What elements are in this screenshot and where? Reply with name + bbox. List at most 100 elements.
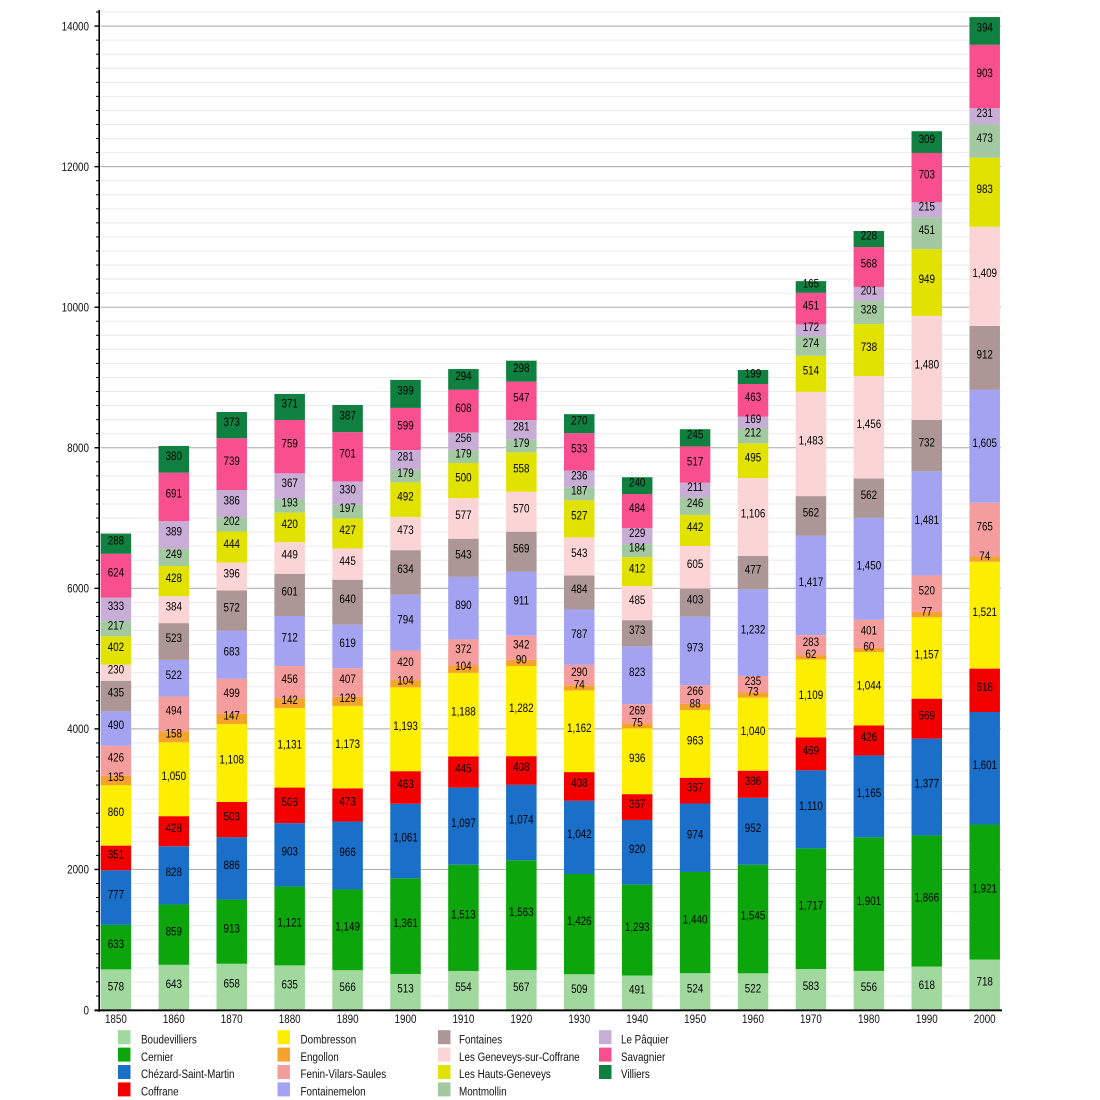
svg-text:738: 738 [861, 341, 877, 354]
svg-text:619: 619 [339, 637, 355, 650]
svg-text:556: 556 [861, 981, 877, 994]
svg-text:903: 903 [281, 846, 297, 859]
svg-text:605: 605 [687, 558, 703, 571]
svg-text:142: 142 [281, 694, 297, 707]
svg-text:1,188: 1,188 [451, 705, 476, 718]
svg-text:179: 179 [513, 437, 529, 450]
svg-text:477: 477 [745, 563, 761, 576]
svg-text:634: 634 [397, 563, 413, 576]
svg-text:1940: 1940 [626, 1013, 648, 1026]
svg-text:403: 403 [687, 593, 703, 606]
svg-text:402: 402 [108, 641, 124, 654]
svg-text:1920: 1920 [510, 1013, 532, 1026]
svg-text:1,050: 1,050 [161, 770, 186, 783]
svg-text:983: 983 [976, 183, 992, 196]
svg-text:524: 524 [687, 982, 703, 995]
svg-text:859: 859 [166, 925, 182, 938]
svg-text:309: 309 [919, 133, 935, 146]
svg-text:77: 77 [921, 605, 932, 618]
svg-text:566: 566 [339, 981, 355, 994]
svg-text:633: 633 [108, 938, 124, 951]
svg-text:Fontainemelon: Fontainemelon [301, 1086, 366, 1099]
svg-text:165: 165 [803, 278, 819, 291]
svg-text:199: 199 [745, 368, 761, 381]
svg-text:10000: 10000 [62, 302, 89, 315]
svg-text:618: 618 [919, 979, 935, 992]
svg-text:387: 387 [339, 409, 355, 422]
svg-text:1,456: 1,456 [857, 418, 882, 431]
svg-text:1,545: 1,545 [741, 910, 766, 923]
svg-text:2000: 2000 [974, 1013, 996, 1026]
svg-text:270: 270 [571, 415, 587, 428]
svg-text:215: 215 [919, 201, 935, 214]
svg-text:202: 202 [223, 515, 239, 528]
svg-text:333: 333 [108, 600, 124, 613]
svg-text:426: 426 [108, 752, 124, 765]
svg-text:1970: 1970 [800, 1013, 822, 1026]
svg-text:578: 578 [108, 981, 124, 994]
svg-text:491: 491 [629, 984, 645, 997]
svg-text:235: 235 [745, 675, 761, 688]
svg-text:1980: 1980 [858, 1013, 880, 1026]
svg-text:1,042: 1,042 [567, 828, 592, 841]
svg-text:8000: 8000 [67, 442, 89, 455]
svg-text:936: 936 [629, 752, 645, 765]
svg-text:787: 787 [571, 628, 587, 641]
svg-text:527: 527 [571, 510, 587, 523]
svg-text:Cernier: Cernier [141, 1051, 174, 1064]
svg-text:184: 184 [629, 542, 645, 555]
svg-text:1860: 1860 [163, 1013, 185, 1026]
svg-text:281: 281 [513, 421, 529, 434]
svg-text:739: 739 [223, 455, 239, 468]
svg-text:169: 169 [745, 413, 761, 426]
svg-text:283: 283 [803, 636, 819, 649]
svg-text:823: 823 [629, 666, 645, 679]
svg-text:1,173: 1,173 [335, 738, 360, 751]
svg-text:1,165: 1,165 [857, 787, 882, 800]
svg-text:428: 428 [166, 572, 182, 585]
svg-text:1,232: 1,232 [741, 624, 766, 637]
svg-text:373: 373 [223, 416, 239, 429]
svg-text:1,440: 1,440 [683, 913, 708, 926]
svg-text:12000: 12000 [62, 161, 89, 174]
svg-text:420: 420 [397, 656, 413, 669]
svg-text:1,409: 1,409 [972, 267, 997, 280]
svg-text:1910: 1910 [452, 1013, 474, 1026]
svg-text:342: 342 [513, 639, 529, 652]
svg-text:1,480: 1,480 [914, 359, 939, 372]
svg-text:1990: 1990 [916, 1013, 938, 1026]
svg-text:562: 562 [861, 489, 877, 502]
svg-text:420: 420 [281, 518, 297, 531]
svg-text:1,044: 1,044 [857, 680, 882, 693]
svg-text:6000: 6000 [67, 583, 89, 596]
svg-text:Villiers: Villiers [621, 1068, 650, 1081]
svg-text:473: 473 [976, 132, 992, 145]
svg-text:1,193: 1,193 [393, 720, 418, 733]
svg-text:860: 860 [108, 806, 124, 819]
svg-text:1,061: 1,061 [393, 832, 418, 845]
svg-text:484: 484 [629, 502, 645, 515]
svg-text:389: 389 [166, 526, 182, 539]
svg-text:269: 269 [629, 705, 645, 718]
svg-text:380: 380 [166, 450, 182, 463]
svg-text:373: 373 [629, 624, 645, 637]
svg-text:330: 330 [339, 484, 355, 497]
svg-text:1,110: 1,110 [799, 800, 823, 813]
svg-text:1,074: 1,074 [509, 813, 534, 826]
svg-text:104: 104 [455, 660, 471, 673]
svg-text:245: 245 [687, 429, 703, 442]
svg-text:1,901: 1,901 [857, 895, 882, 908]
svg-text:1,481: 1,481 [914, 514, 939, 527]
svg-text:463: 463 [397, 778, 413, 791]
svg-text:1,921: 1,921 [972, 883, 997, 896]
svg-text:372: 372 [455, 643, 471, 656]
svg-text:1,097: 1,097 [451, 817, 476, 830]
svg-text:197: 197 [339, 502, 355, 515]
svg-text:912: 912 [976, 349, 992, 362]
svg-text:1,109: 1,109 [799, 689, 824, 702]
svg-text:386: 386 [223, 495, 239, 508]
svg-text:201: 201 [861, 285, 877, 298]
svg-text:231: 231 [976, 107, 992, 120]
svg-text:718: 718 [976, 976, 992, 989]
svg-text:608: 608 [455, 402, 471, 415]
